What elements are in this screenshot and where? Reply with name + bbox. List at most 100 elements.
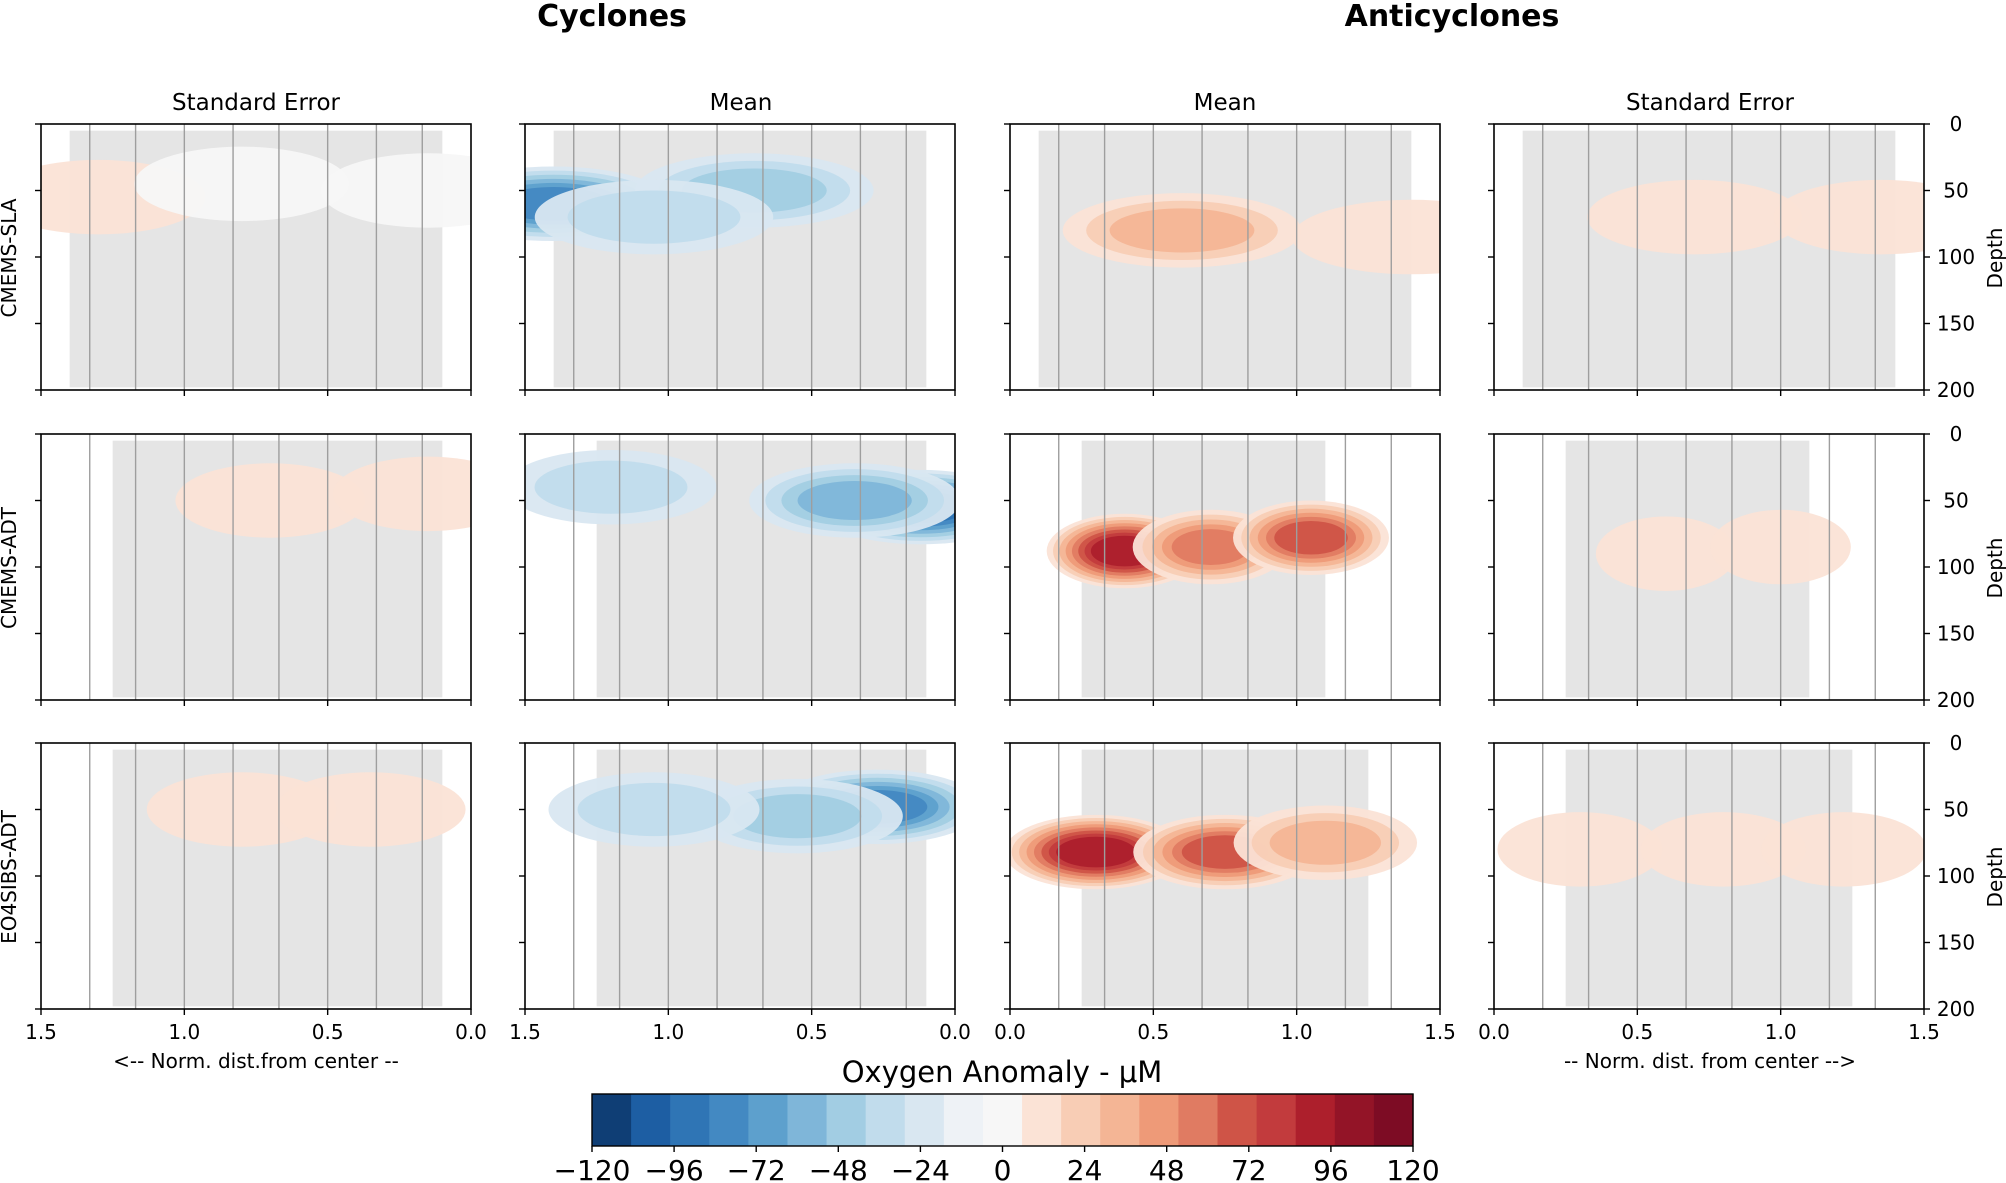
colorbar-segment — [943, 1094, 984, 1146]
contour-level — [1640, 812, 1806, 887]
column-title-0: Standard Error — [172, 90, 341, 116]
panel-sla-cyc-se — [35, 123, 472, 396]
row-label-0: CMEMS-SLA — [0, 198, 21, 317]
contour-level — [134, 146, 349, 222]
contour-level — [1292, 199, 1440, 275]
colorbar-segment — [865, 1094, 906, 1146]
contour-level — [1587, 179, 1802, 255]
y-tick-label: 150 — [1937, 622, 1975, 646]
x-tick-label: 1.0 — [1765, 1020, 1797, 1044]
y-tick-label: 200 — [1937, 688, 1975, 712]
x-tick-label: 1.5 — [25, 1020, 57, 1044]
y-tick-label: 0 — [1950, 731, 1963, 755]
y-tick-label: 100 — [1937, 864, 1975, 888]
contour-level — [577, 782, 731, 837]
y-tick-label: 100 — [1937, 555, 1975, 579]
colorbar-tick-label: −24 — [891, 1154, 950, 1183]
x-tick-label: 0.0 — [1478, 1020, 1510, 1044]
colorbar-tick-label: 72 — [1231, 1154, 1267, 1183]
contour-level — [1109, 208, 1255, 253]
panel-adt-cyc-se — [35, 433, 472, 706]
colorbar-tick-label: 96 — [1313, 1154, 1349, 1183]
colorbar-segment — [631, 1094, 671, 1146]
colorbar-tick-label: 120 — [1386, 1154, 1439, 1183]
colorbar-segment — [670, 1094, 710, 1146]
contour-level — [1056, 836, 1136, 868]
contour-level — [1761, 812, 1924, 887]
colorbar-segment — [748, 1094, 789, 1146]
colorbar: −120 −96 −72 −48 −24 0 24 48 72 96 120 — [554, 1093, 1440, 1183]
x-axis-label-right: -- Norm. dist. from center --> — [1564, 1049, 1856, 1073]
depth-label-1: Depth — [1983, 538, 2006, 599]
row-label-1: CMEMS-ADT — [0, 506, 21, 629]
colorbar-segment — [1100, 1094, 1140, 1146]
y-tick-label: 150 — [1937, 931, 1975, 955]
panel-eo4-cyc-mean: 1.5 1.0 0.5 0.0 — [509, 742, 971, 1044]
colorbar-segment — [904, 1094, 945, 1146]
x-tick-label: 1.5 — [1424, 1020, 1456, 1044]
colorbar-label: Oxygen Anomaly - μM — [842, 1055, 1163, 1089]
colorbar-segment — [1295, 1094, 1336, 1146]
y-tick-label: 50 — [1943, 179, 1968, 203]
y-tick-label: 50 — [1943, 489, 1968, 513]
colorbar-segment — [826, 1094, 867, 1146]
x-tick-label: 1.5 — [509, 1020, 541, 1044]
colorbar-segment — [1178, 1094, 1219, 1146]
panel-sla-anti-se: 0 50 100 150 200 — [1488, 112, 1975, 402]
y-tick-label: 100 — [1937, 245, 1975, 269]
y-tick-label: 0 — [1950, 112, 1963, 136]
panel-eo4-anti-mean: 0.0 0.5 1.0 1.5 — [994, 742, 1456, 1044]
colorbar-segment — [1217, 1094, 1258, 1146]
column-title-2: Mean — [1194, 90, 1257, 116]
contour-level — [333, 456, 471, 532]
colorbar-segment — [1139, 1094, 1180, 1146]
colorbar-tick-label: −96 — [645, 1154, 704, 1183]
colorbar-segment — [1373, 1094, 1414, 1146]
x-tick-label: 1.0 — [168, 1020, 200, 1044]
depth-label-2: Depth — [1983, 847, 2006, 908]
x-tick-label: 1.5 — [1908, 1020, 1940, 1044]
panel-adt-cyc-mean — [519, 433, 956, 706]
y-tick-label: 200 — [1937, 378, 1975, 402]
colorbar-segment — [982, 1094, 1023, 1146]
section-title-anticyclones: Anticyclones — [1345, 0, 1560, 34]
colorbar-tick-label: −48 — [809, 1154, 868, 1183]
colorbar-tick-label: 24 — [1067, 1154, 1103, 1183]
colorbar-segment — [1334, 1094, 1375, 1146]
row-label-2: EO4SIBS-ADT — [0, 809, 21, 944]
contour-level — [1773, 179, 1924, 255]
contour-level — [733, 794, 862, 839]
x-tick-label: 1.0 — [1281, 1020, 1313, 1044]
y-tick-label: 0 — [1950, 422, 1963, 446]
column-title-3: Standard Error — [1626, 90, 1795, 116]
x-tick-label: 0.0 — [455, 1020, 487, 1044]
contour-level — [797, 480, 912, 521]
y-tick-label: 200 — [1937, 997, 1975, 1021]
x-tick-label: 0.0 — [939, 1020, 971, 1044]
depth-label-0: Depth — [1983, 228, 2006, 289]
colorbar-tick-label: −120 — [554, 1154, 631, 1183]
contour-level — [320, 153, 471, 228]
colorbar-tick-label: 48 — [1149, 1154, 1185, 1183]
contour-level — [1595, 516, 1737, 591]
x-tick-label: 0.0 — [994, 1020, 1026, 1044]
panel-sla-anti-mean — [1004, 123, 1441, 396]
colorbar-tick-label: −72 — [727, 1154, 786, 1183]
x-tick-label: 0.5 — [1621, 1020, 1653, 1044]
x-tick-label: 0.5 — [796, 1020, 828, 1044]
x-tick-label: 0.5 — [312, 1020, 344, 1044]
x-tick-label: 1.0 — [652, 1020, 684, 1044]
colorbar-segment — [592, 1094, 632, 1146]
contour-level — [1274, 520, 1348, 555]
contour-level — [567, 190, 741, 244]
panel-adt-anti-mean — [1004, 433, 1441, 706]
panel-adt-anti-se: 0 50 100 150 200 — [1488, 422, 1975, 712]
panel-eo4-cyc-se: 1.5 1.0 0.5 0.0 — [25, 742, 487, 1044]
contour-level — [1171, 529, 1250, 565]
section-title-cyclones: Cyclones — [537, 0, 687, 34]
colorbar-segment — [1256, 1094, 1297, 1146]
y-tick-label: 150 — [1937, 312, 1975, 336]
x-tick-label: 0.5 — [1137, 1020, 1169, 1044]
column-title-1: Mean — [710, 90, 773, 116]
contour-level — [1497, 812, 1663, 887]
